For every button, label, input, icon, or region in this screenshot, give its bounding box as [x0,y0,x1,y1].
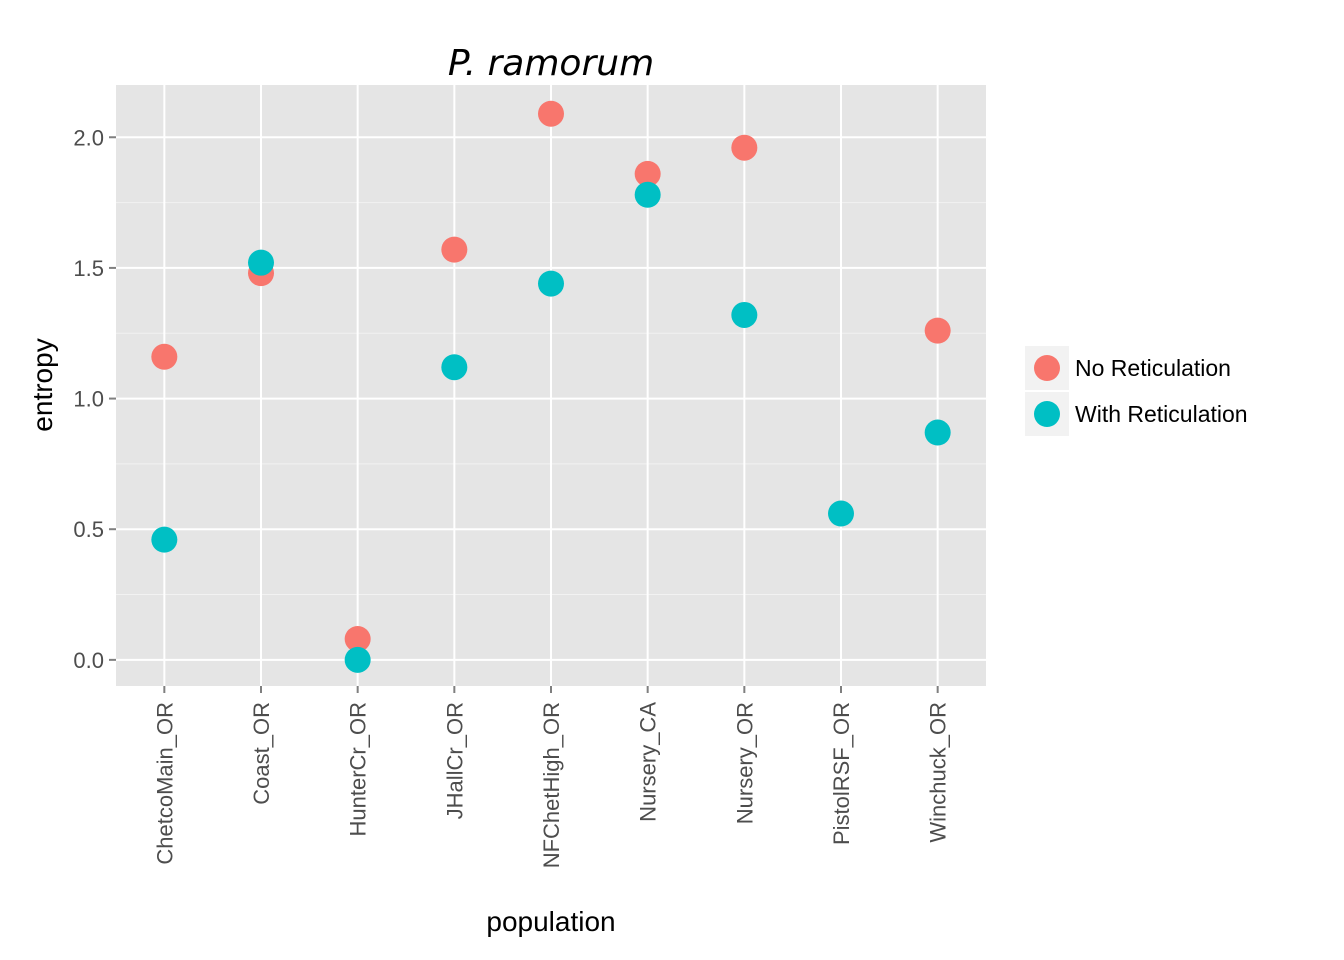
point-with-reticulation [634,181,661,208]
y-tick-label: 2.0 [73,125,104,150]
point-with-reticulation [344,646,371,673]
point-with-reticulation [151,526,178,553]
point-no-reticulation [634,160,661,187]
y-axis: 0.0 0.5 1.0 1.5 2.0 [73,125,116,673]
legend: No Reticulation With Reticulation [1025,346,1248,436]
x-axis: ChetcoMain_OR Coast_OR HunterCr_OR JHallCr_… [152,686,951,868]
x-tick-label: HunterCr_OR [346,702,371,836]
legend-label: With Reticulation [1075,401,1248,427]
point-with-reticulation [731,301,758,328]
point-no-reticulation [731,134,758,161]
x-tick-label: NFChetHigh_OR [539,702,564,868]
point-with-reticulation [248,249,274,276]
y-tick-label: 1.5 [73,256,104,281]
x-axis-title: population [486,906,615,937]
x-tick-label: PistolRSF_OR [829,702,854,845]
point-with-reticulation [441,354,468,381]
y-axis-title: entropy [27,338,58,431]
point-with-reticulation [828,500,854,527]
legend-label: No Reticulation [1075,355,1231,381]
point-no-reticulation [151,343,178,370]
y-tick-label: 0.0 [73,648,104,673]
point-with-reticulation [924,419,951,446]
x-tick-label: Nursery_OR [732,702,757,824]
point-no-reticulation [344,625,371,652]
point-no-reticulation [441,236,468,263]
data-points [151,100,951,673]
x-tick-label: Winchuck_OR [926,702,951,843]
point-no-reticulation [538,100,564,127]
y-tick-label: 0.5 [73,517,104,542]
y-tick-label: 1.0 [73,387,104,412]
point-with-reticulation [538,270,564,297]
legend-swatch [1034,355,1060,381]
x-tick-label: ChetcoMain_OR [152,702,177,865]
x-tick-label: JHallCr_OR [442,702,467,819]
x-tick-label: Coast_OR [249,702,274,805]
point-no-reticulation [924,317,951,344]
legend-swatch [1034,401,1060,427]
x-tick-label: Nursery_CA [636,702,661,822]
chart-title: P. ramorum [448,43,654,84]
